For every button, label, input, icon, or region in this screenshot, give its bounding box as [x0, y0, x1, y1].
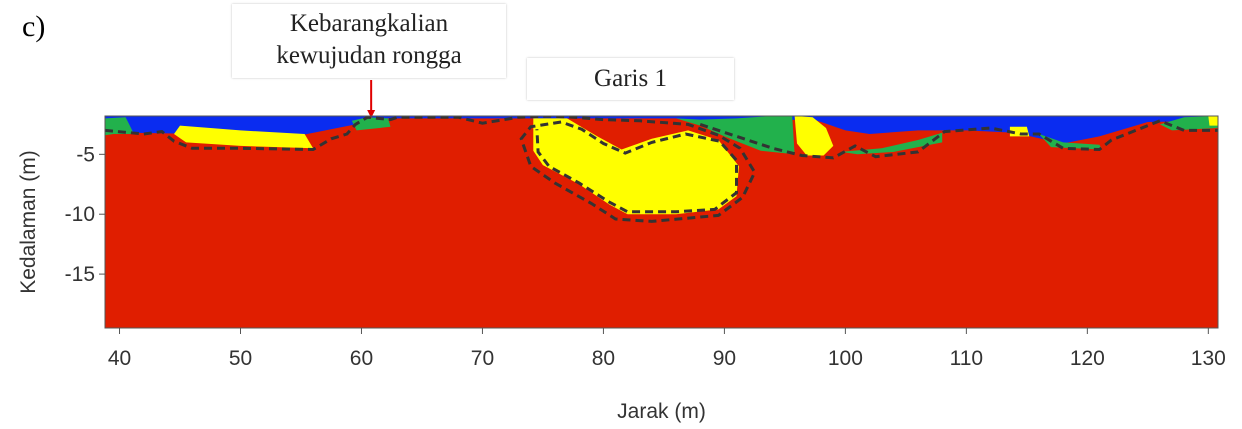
zone-green-2: [351, 117, 391, 131]
void-annotation-line-1: Kebarangkalian: [289, 10, 449, 37]
y-axis-ticks: -5 -10 -15: [65, 143, 105, 286]
void-arrow: [367, 80, 376, 118]
zone-yellow-8: [533, 118, 739, 215]
zone-yellow-11: [1208, 116, 1218, 126]
x-tick-label: 110: [950, 347, 983, 370]
x-tick-label: 90: [713, 347, 736, 370]
void-annotation-line-2: kewujudan rongga: [276, 42, 462, 69]
zone-blue-0: [105, 116, 1218, 144]
zone-green-5: [1039, 134, 1102, 150]
y-tick-label: -5: [76, 143, 95, 166]
y-axis-title: Kedalaman (m): [17, 150, 40, 294]
y-tick-label: -10: [65, 203, 95, 226]
x-tick-label: 40: [108, 347, 131, 370]
x-axis-ticks: 40 50 60 70 80 90 100 110 120 130: [108, 328, 1226, 370]
x-tick-label: 80: [592, 347, 615, 370]
y-tick-label: -15: [65, 263, 95, 286]
zone-yellow-9: [794, 116, 834, 156]
x-tick-label: 60: [350, 347, 373, 370]
line-title-box: Garis 1: [527, 58, 734, 100]
x-tick-label: 120: [1070, 347, 1105, 370]
arrow-head: [367, 110, 376, 118]
zone-yellow-7: [174, 125, 314, 149]
void-outlines: [105, 116, 1218, 223]
line-title: Garis 1: [594, 65, 667, 92]
zone-green-6: [1159, 116, 1218, 131]
x-tick-label: 70: [471, 347, 494, 370]
zone-green-4: [840, 132, 943, 155]
plot-frame: [104, 115, 1219, 329]
x-axis-title: Jarak (m): [617, 400, 706, 423]
void-annotation-box: Kebarangkalian kewujudan rongga: [232, 4, 506, 78]
panel-label: c): [22, 10, 46, 43]
x-tick-label: 50: [229, 347, 252, 370]
x-tick-label: 100: [828, 347, 863, 370]
x-tick-label: 130: [1191, 347, 1226, 370]
dashed-outline-0: [105, 116, 757, 223]
